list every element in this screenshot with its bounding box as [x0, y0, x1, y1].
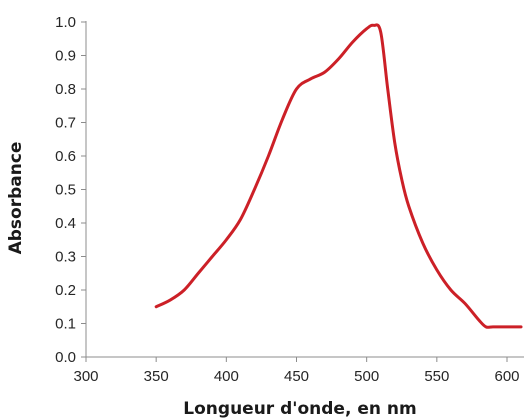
y-tick-label: 0.3 [55, 249, 76, 266]
y-tick-label: 0.2 [55, 282, 76, 299]
series-layer [154, 23, 523, 329]
y-tick-label: 0.7 [55, 115, 76, 132]
series-line [154, 23, 523, 329]
x-tick-label: 400 [214, 368, 239, 385]
x-axis-title: Longueur d'onde, en nm [183, 399, 416, 419]
y-tick-label: 0.6 [55, 148, 76, 165]
y-tick-label: 0.4 [55, 215, 76, 232]
y-tick-label: 0.0 [55, 349, 76, 366]
y-tick-label: 0.5 [55, 182, 76, 199]
x-axis: 300 350 400 450 500 550 600 [73, 356, 524, 385]
x-tick-label: 300 [73, 368, 98, 385]
y-axis: 0.0 0.1 0.2 0.3 0.4 0.5 0.6 0.7 0.8 0.9 1.0 [55, 14, 87, 366]
x-tick-label: 600 [494, 368, 519, 385]
x-tick-label: 350 [144, 368, 169, 385]
y-tick-label: 0.8 [55, 81, 76, 98]
y-tick-label: 1.0 [55, 14, 76, 31]
y-axis-title: Absorbance [6, 142, 26, 255]
y-tick-label: 0.1 [55, 316, 76, 333]
x-tick-label: 550 [424, 368, 449, 385]
y-tick-label: 0.9 [55, 48, 76, 65]
x-tick-label: 500 [354, 368, 379, 385]
x-tick-label: 450 [284, 368, 309, 385]
